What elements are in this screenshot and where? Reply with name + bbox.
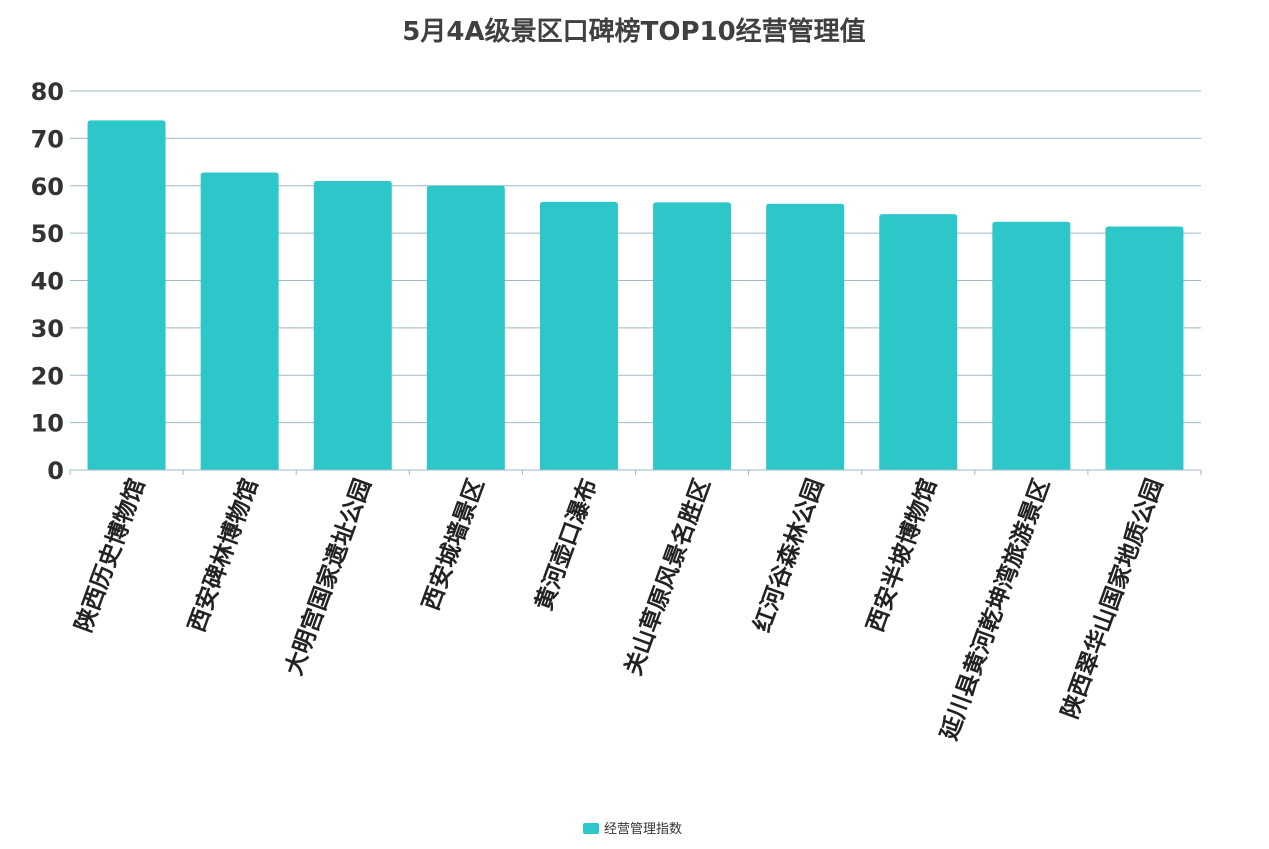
y-tick-label: 50 <box>31 220 64 248</box>
bar <box>992 221 1071 470</box>
x-tick-label: 关山草原风景名胜区 <box>620 475 716 679</box>
y-tick-label: 80 <box>31 78 64 106</box>
x-tick-label: 西安半坡博物馆 <box>862 475 942 636</box>
x-tick-label: 红河谷森林公园 <box>748 475 828 636</box>
y-tick-label: 70 <box>31 125 64 153</box>
y-tick-label: 30 <box>31 315 64 343</box>
x-tick-label: 陕西历史博物馆 <box>70 475 150 636</box>
bar <box>1105 226 1184 470</box>
legend[interactable]: 经营管理指数 <box>583 822 682 837</box>
x-tick-label: 西安碑林博物馆 <box>183 475 263 636</box>
x-tick-labels: 陕西历史博物馆 西安碑林博物馆 大明宫国家遗址公园 西安城墙景区 黄河壶口瀑布 关山草原风… <box>70 475 1168 745</box>
y-tick-labels: 0 10 20 30 40 50 60 70 80 <box>31 78 64 485</box>
x-tick-label: 延川县黄河乾坤湾旅游景区 <box>935 475 1055 745</box>
bar <box>879 214 958 470</box>
axes <box>69 469 1202 475</box>
bar <box>87 120 166 470</box>
bar <box>313 181 392 470</box>
x-tick-label: 大明宫国家遗址公园 <box>280 475 376 679</box>
legend-label[interactable]: 经营管理指数 <box>604 822 682 837</box>
bar <box>653 202 732 471</box>
legend-swatch[interactable] <box>583 823 599 834</box>
x-tick-label: 陕西翠华山国家地质公园 <box>1056 475 1168 722</box>
x-tick-label: 西安城墙景区 <box>417 475 490 614</box>
y-tick-label: 40 <box>31 268 64 296</box>
bar <box>766 203 845 470</box>
chart-title: 5月4A级景区口碑榜TOP10经营管理值 <box>402 16 865 47</box>
y-tick-label: 60 <box>31 173 64 201</box>
bar <box>539 201 618 471</box>
y-tick-label: 10 <box>31 410 64 438</box>
y-tick-label: 20 <box>31 362 64 390</box>
bar <box>426 185 505 470</box>
y-tick-label: 0 <box>47 457 64 485</box>
bar <box>200 172 279 471</box>
bars <box>87 120 1184 471</box>
x-tick-label: 黄河壶口瀑布 <box>530 475 603 614</box>
